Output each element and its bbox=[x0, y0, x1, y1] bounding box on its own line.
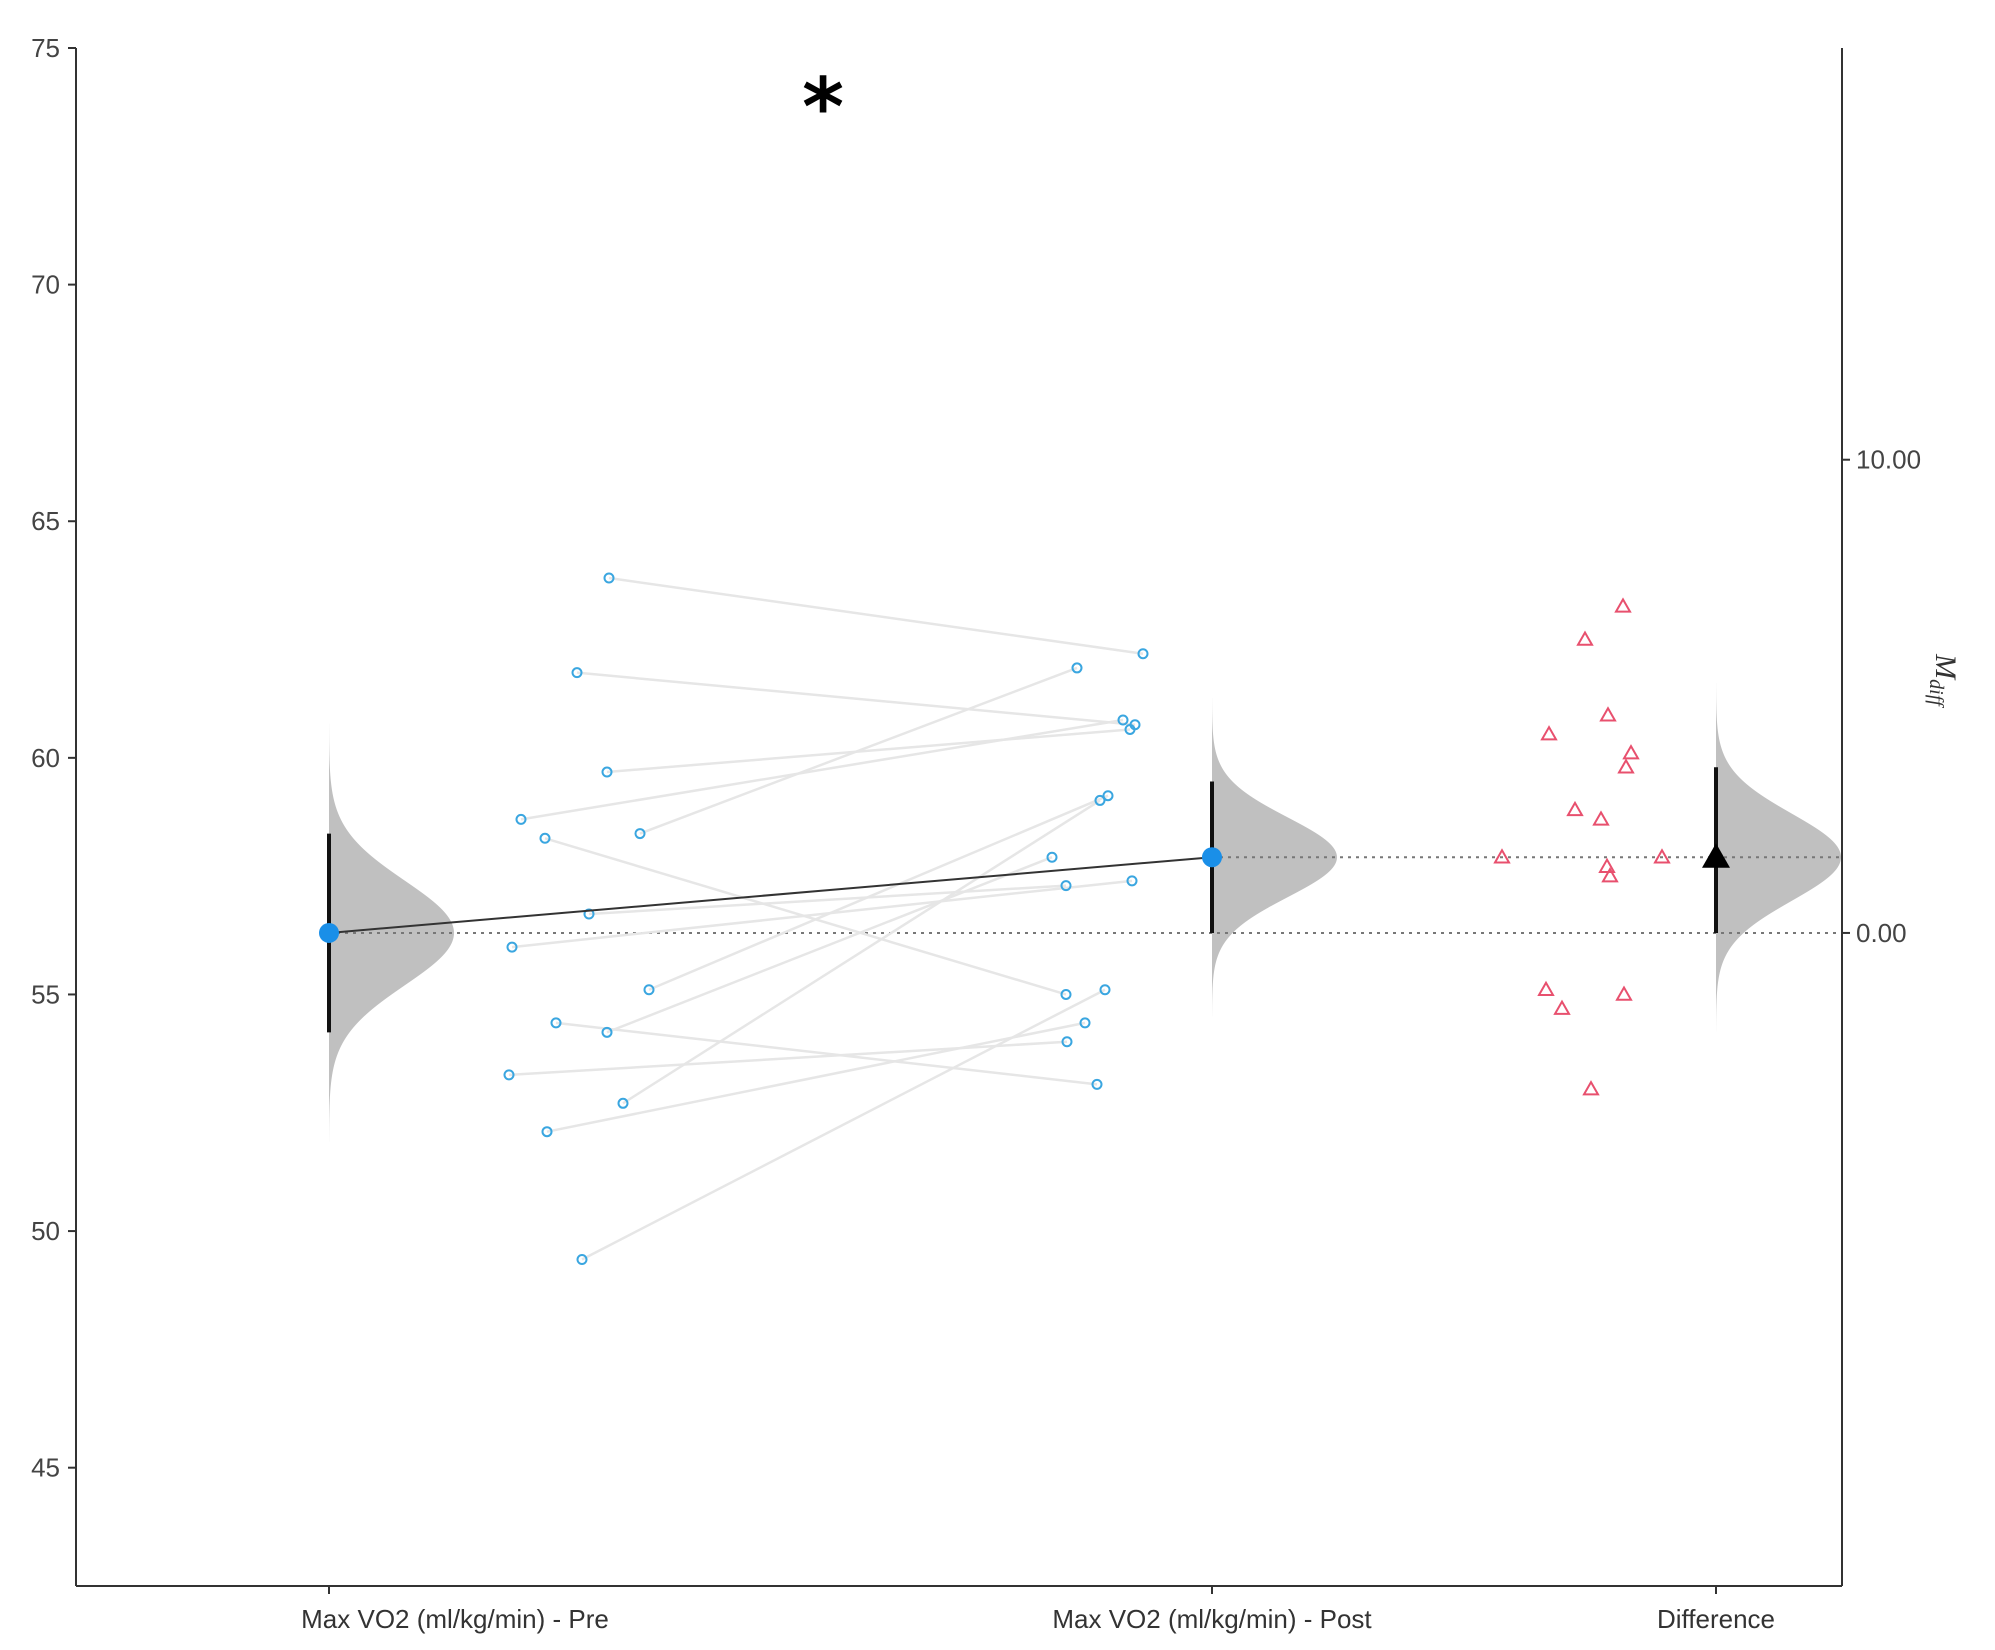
difference-point bbox=[1598, 857, 1616, 873]
pre-point bbox=[583, 908, 595, 920]
pre-mean-marker bbox=[319, 922, 339, 943]
difference-point bbox=[1615, 985, 1633, 1001]
y-tick-label: 70 bbox=[31, 270, 60, 300]
y-tick-label: 75 bbox=[31, 33, 60, 63]
post-point bbox=[1124, 723, 1136, 735]
x-category-label: Max VO2 (ml/kg/min) - Pre bbox=[301, 1604, 609, 1634]
post-point bbox=[1137, 648, 1149, 660]
guide-layer bbox=[329, 856, 1842, 934]
pair-line bbox=[576, 671, 1136, 726]
post-point bbox=[1071, 662, 1083, 674]
post-point bbox=[1099, 984, 1111, 996]
difference-point bbox=[1617, 758, 1635, 774]
pre-point bbox=[515, 813, 527, 825]
post-point bbox=[1094, 794, 1106, 806]
pair-line bbox=[648, 794, 1109, 991]
difference-density bbox=[1716, 682, 1841, 1032]
pre-point bbox=[643, 984, 655, 996]
pair-line bbox=[520, 718, 1124, 821]
pre-point bbox=[603, 572, 615, 584]
pair-line bbox=[639, 666, 1078, 835]
pair-line bbox=[606, 856, 1053, 1034]
pair-line bbox=[608, 576, 1144, 655]
right-axis-label-sub: diff bbox=[1925, 679, 1947, 708]
pre-density bbox=[329, 723, 454, 1143]
difference-point bbox=[1582, 1080, 1600, 1096]
difference-point bbox=[1566, 800, 1584, 817]
x-category-label: Difference bbox=[1657, 1604, 1775, 1634]
pre-point bbox=[601, 1026, 613, 1038]
pre-point bbox=[506, 941, 518, 953]
right-axis-label: Mdiff bbox=[1925, 653, 1962, 708]
difference-point bbox=[1622, 744, 1640, 760]
difference-point bbox=[1540, 725, 1558, 741]
post-point bbox=[1060, 880, 1072, 892]
pre-point bbox=[541, 1126, 553, 1138]
pre-point bbox=[550, 1017, 562, 1029]
pair-line bbox=[555, 1021, 1098, 1086]
pair-line bbox=[588, 884, 1067, 916]
post-point bbox=[1046, 851, 1058, 863]
right-axis-label-main: M bbox=[1929, 653, 1962, 681]
pre-point bbox=[539, 832, 551, 844]
points-layer bbox=[503, 572, 1671, 1265]
pre-point bbox=[571, 667, 583, 679]
difference-point bbox=[1553, 999, 1571, 1015]
pre-point bbox=[576, 1253, 588, 1265]
post-point bbox=[1060, 988, 1072, 1000]
y-tick-label: 50 bbox=[31, 1216, 60, 1246]
difference-point bbox=[1653, 848, 1671, 864]
pair-line bbox=[546, 1021, 1086, 1133]
difference-point bbox=[1614, 597, 1632, 613]
x-category-label: Max VO2 (ml/kg/min) - Post bbox=[1052, 1604, 1372, 1634]
post-mean-marker bbox=[1202, 847, 1222, 868]
y-tick-label: 60 bbox=[31, 743, 60, 773]
post-point bbox=[1126, 875, 1138, 887]
difference-point bbox=[1537, 980, 1555, 996]
significance-annotation: * bbox=[802, 61, 844, 154]
post-point bbox=[1079, 1017, 1091, 1029]
right-tick-label: 0.00 bbox=[1856, 918, 1907, 948]
difference-point bbox=[1592, 810, 1610, 826]
pair-line bbox=[511, 879, 1133, 949]
axes-layer bbox=[68, 47, 1850, 1594]
difference-mean-marker bbox=[1702, 843, 1730, 868]
difference-point bbox=[1493, 848, 1511, 864]
pair-line bbox=[606, 728, 1131, 774]
post-point bbox=[1061, 1036, 1073, 1048]
pre-point bbox=[617, 1097, 629, 1109]
post-point bbox=[1102, 790, 1114, 802]
y-tick-label: 55 bbox=[31, 979, 60, 1009]
post-density bbox=[1212, 697, 1337, 1017]
text-layer: * Mdiff 45 50 55 60 65 70 75 0.00 10.00 Max VO2 (… bbox=[31, 33, 1962, 1634]
pair-lines-layer bbox=[508, 576, 1144, 1261]
post-point bbox=[1091, 1078, 1103, 1090]
pair-line bbox=[622, 799, 1101, 1105]
pair-line bbox=[508, 1040, 1068, 1077]
pre-point bbox=[503, 1069, 515, 1081]
pre-point bbox=[601, 766, 613, 778]
y-tick-label: 65 bbox=[31, 506, 60, 536]
y-tick-label: 45 bbox=[31, 1453, 60, 1483]
difference-point bbox=[1599, 706, 1617, 722]
difference-point bbox=[1601, 867, 1619, 883]
pre-point bbox=[634, 828, 646, 840]
density-layer bbox=[329, 682, 1841, 1143]
mean-connector-line bbox=[328, 856, 1213, 934]
post-point bbox=[1117, 714, 1129, 726]
pair-line bbox=[581, 988, 1106, 1261]
difference-point bbox=[1576, 630, 1594, 646]
summary-layer bbox=[319, 767, 1730, 1033]
right-tick-label: 10.00 bbox=[1856, 445, 1921, 475]
